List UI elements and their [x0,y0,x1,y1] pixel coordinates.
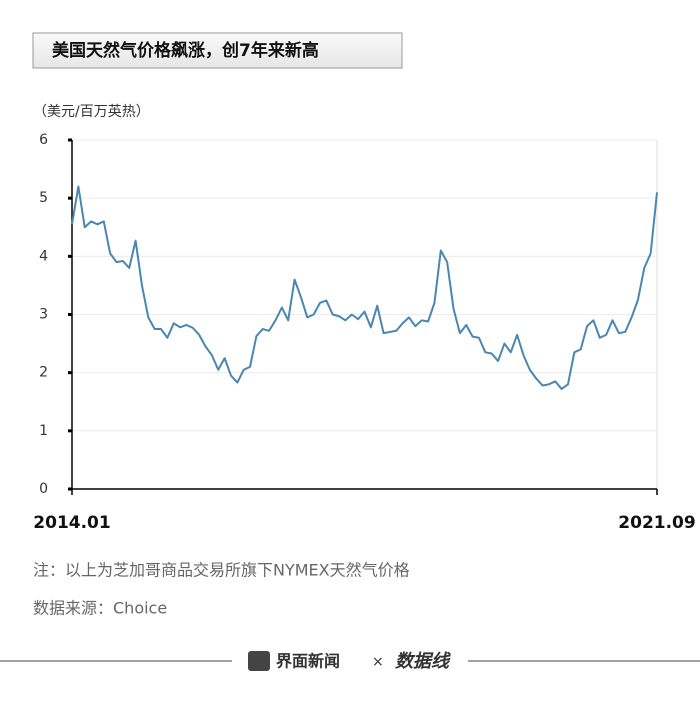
y-tick-label: 3 [39,307,48,323]
y-tick-label: 1 [39,423,48,439]
brand: 数据线 [395,651,451,672]
brand: 界面新闻 [276,652,340,671]
y-tick-label: 6 [39,132,48,148]
chart-title: 美国天然气价格飙涨，创7年来新高 [52,40,319,61]
title-box [32,32,403,69]
source: 数据来源：Choice [33,599,167,618]
y-tick-label: 2 [39,365,48,381]
x-tick-label: 2014.01 [33,513,110,533]
y-axis-label: （美元/百万英热） [33,103,150,120]
note: 注：以上为芝加哥商品交易所旗下NYMEX天然气价格 [33,561,410,580]
brand-separator: × [372,654,384,670]
line-series [71,185,658,390]
brand-icon [248,651,270,671]
y-tick-label: 4 [39,248,48,264]
y-tick-label: 0 [39,481,48,497]
x-tick-label: 2021.09 [618,513,695,533]
y-tick-label: 5 [39,190,48,206]
